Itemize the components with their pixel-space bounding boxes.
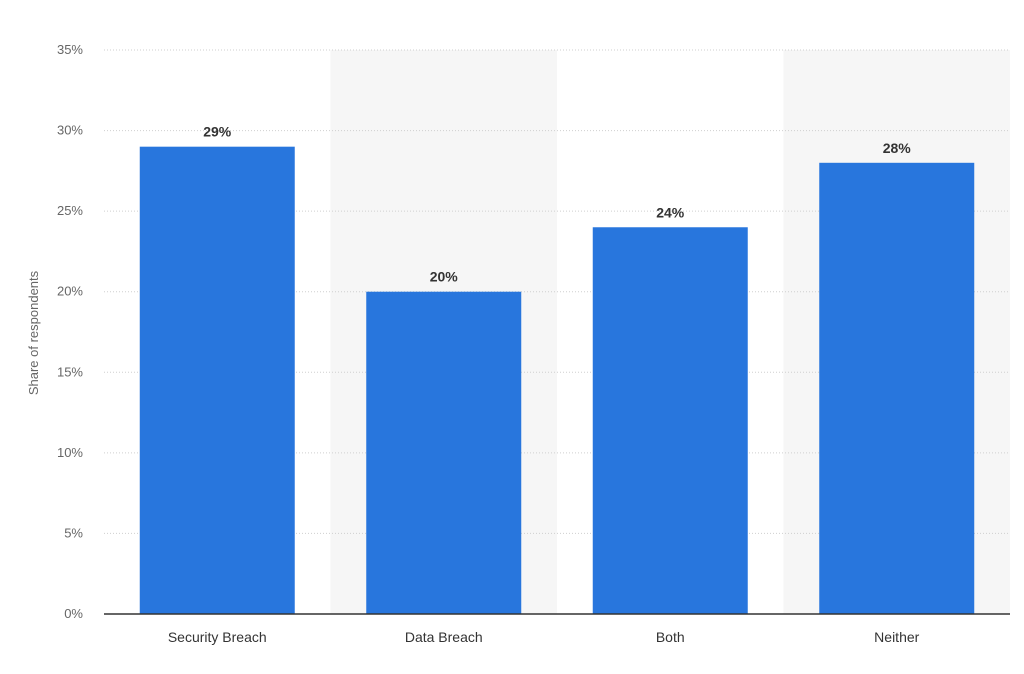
bar-both[interactable] (592, 227, 748, 614)
y-axis-ticks: 0% 5% 10% 15% 20% 25% 30% 35% (57, 42, 83, 621)
x-category-label: Data Breach (405, 629, 483, 645)
x-category-label: Both (656, 629, 685, 645)
y-tick-label: 30% (57, 123, 83, 138)
x-axis-categories: Security Breach Data Breach Both Neither (168, 629, 920, 645)
y-tick-label: 25% (57, 203, 83, 218)
bar-data-breach[interactable] (366, 291, 522, 614)
data-label: 24% (656, 204, 685, 220)
data-labels: 29% 20% 24% 28% (203, 124, 911, 285)
y-tick-label: 35% (57, 42, 83, 57)
y-axis-title: Share of respondents (26, 270, 41, 395)
y-tick-label: 0% (64, 606, 83, 621)
data-label: 29% (203, 124, 232, 140)
x-category-label: Security Breach (168, 629, 267, 645)
y-tick-label: 10% (57, 445, 83, 460)
y-tick-label: 5% (64, 525, 83, 540)
data-label: 28% (883, 140, 912, 156)
y-tick-label: 20% (57, 284, 83, 299)
data-label: 20% (430, 269, 459, 285)
x-category-label: Neither (874, 629, 919, 645)
bars (139, 146, 975, 615)
y-tick-label: 15% (57, 364, 83, 379)
bar-neither[interactable] (819, 162, 975, 615)
bar-security-breach[interactable] (139, 146, 295, 614)
